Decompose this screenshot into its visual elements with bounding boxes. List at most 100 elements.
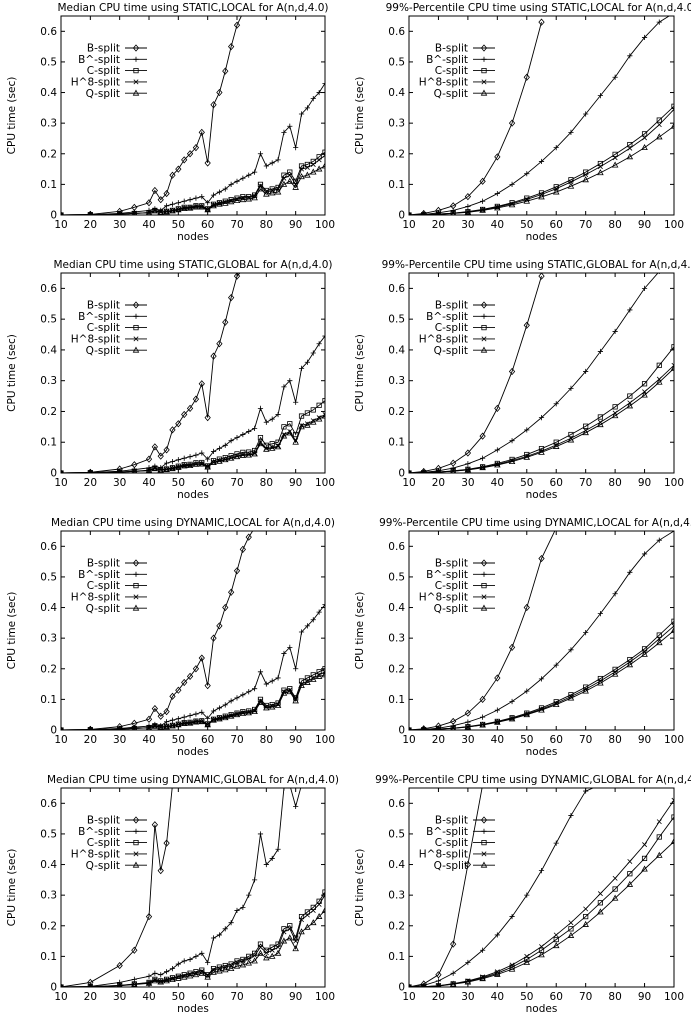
data-point [234, 907, 240, 914]
legend-marker [133, 313, 139, 319]
legend-marker [481, 571, 487, 577]
legend-label: B^-split [78, 311, 120, 323]
data-point [157, 712, 164, 720]
data-point [175, 961, 181, 967]
data-point [216, 88, 223, 97]
data-point [180, 973, 188, 980]
data-point [117, 210, 123, 215]
series-Q-split [409, 626, 674, 730]
y-tick-label: 0.5 [40, 571, 57, 583]
data-point [523, 73, 530, 81]
x-tick-label: 90 [638, 477, 651, 489]
legend-label: B^-split [426, 54, 468, 66]
legend-marker [132, 89, 140, 96]
data-point [322, 889, 325, 895]
data-point [641, 131, 648, 137]
data-point [465, 461, 471, 467]
data-point [523, 958, 531, 965]
x-tick-label: 100 [315, 219, 335, 231]
data-point [61, 983, 63, 987]
x-tick-label: 50 [520, 219, 533, 231]
y-tick-label: 0.3 [40, 890, 57, 902]
series-H^8-split [61, 412, 325, 473]
data-point [321, 671, 325, 678]
data-point [304, 623, 310, 629]
x-tick-label: 20 [432, 734, 445, 746]
data-point [304, 923, 311, 930]
data-point [316, 154, 322, 160]
data-point [315, 165, 323, 172]
data-point [597, 679, 604, 686]
plot-area [409, 273, 674, 473]
data-point [316, 89, 322, 96]
data-point [583, 111, 589, 117]
data-point [233, 273, 241, 280]
x-tick-label: 60 [201, 734, 214, 746]
legend-marker [133, 594, 139, 600]
chart-panel-7: Median CPU time using DYNAMIC,GLOBAL for… [6, 774, 339, 1014]
data-point [582, 176, 589, 183]
data-point [464, 193, 472, 201]
data-point [612, 328, 618, 335]
data-point [61, 726, 63, 730]
data-point [157, 867, 164, 875]
data-point [228, 920, 234, 926]
data-point [169, 976, 176, 983]
data-point [656, 133, 663, 140]
data-point [240, 431, 246, 438]
series-line [61, 414, 325, 473]
data-point [61, 211, 63, 215]
series-B-split [409, 531, 557, 730]
data-point [321, 162, 325, 169]
x-tick-label: 60 [550, 991, 563, 1003]
data-point [479, 975, 486, 982]
legend-label: H^8-split [71, 592, 120, 604]
data-point [251, 194, 258, 201]
data-point [152, 976, 158, 982]
data-point [494, 718, 501, 725]
data-point [158, 972, 164, 978]
data-point [299, 166, 305, 172]
data-point [409, 470, 412, 473]
y-tick-label: 0 [50, 982, 57, 994]
data-point [216, 622, 223, 630]
data-point [480, 455, 486, 461]
data-point [204, 463, 211, 470]
series-line [409, 841, 674, 987]
data-point [568, 385, 574, 391]
x-tick-label: 90 [289, 991, 302, 1003]
series-line [409, 22, 542, 215]
data-point [222, 442, 228, 448]
series-Q-split [61, 906, 325, 987]
data-point [568, 647, 574, 653]
legend-label: B^-split [78, 54, 120, 66]
data-point [239, 196, 247, 203]
data-point [316, 341, 322, 347]
data-point [656, 639, 663, 646]
y-tick-label: 0.5 [388, 828, 405, 840]
data-point [553, 401, 559, 407]
plot-area [409, 531, 674, 730]
data-point [222, 318, 229, 326]
legend-label: Q-split [86, 603, 120, 615]
plot-frame [408, 787, 675, 988]
data-point [131, 724, 138, 730]
data-point [280, 432, 288, 439]
plot-frame [60, 272, 326, 474]
chart-title: Median CPU time using STATIC,GLOBAL for … [53, 259, 332, 271]
data-point [309, 168, 317, 175]
data-point [240, 194, 246, 200]
series-B^-split [61, 80, 325, 215]
data-point [198, 128, 205, 136]
data-point [310, 162, 316, 167]
data-point [181, 205, 187, 211]
data-point [479, 206, 486, 213]
data-point [409, 726, 411, 730]
series-C-split [61, 398, 325, 473]
data-point [228, 43, 235, 51]
data-point [464, 978, 472, 985]
data-point [234, 453, 240, 459]
y-tick-label: 0 [398, 210, 405, 222]
data-point [187, 197, 193, 203]
data-point [612, 74, 618, 80]
